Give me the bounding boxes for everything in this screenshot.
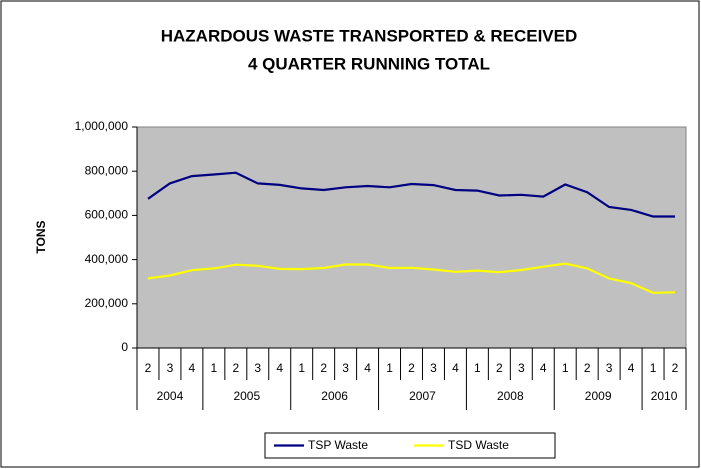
- x-group-label: 2007: [409, 389, 436, 403]
- x-tick-label: 3: [518, 361, 525, 375]
- x-tick-label: 2: [232, 361, 239, 375]
- x-tick-label: 1: [474, 361, 481, 375]
- y-tick-label: 200,000: [85, 296, 129, 310]
- chart-title: HAZARDOUS WASTE TRANSPORTED & RECEIVED: [161, 26, 578, 45]
- x-tick-label: 2: [672, 361, 679, 375]
- y-tick-label: 0: [121, 340, 128, 354]
- x-tick-label: 3: [254, 361, 261, 375]
- y-axis-label: TONS: [34, 220, 48, 253]
- x-group-label: 2008: [497, 389, 524, 403]
- x-tick-label: 2: [496, 361, 503, 375]
- x-group-label: 2010: [651, 389, 678, 403]
- y-tick-label: 800,000: [85, 163, 129, 177]
- x-tick-label: 4: [628, 361, 635, 375]
- x-tick-label: 4: [364, 361, 371, 375]
- y-tick-label: 400,000: [85, 252, 129, 266]
- x-tick-label: 1: [650, 361, 657, 375]
- legend-label: TSD Waste: [448, 438, 509, 452]
- y-tick-label: 1,000,000: [75, 119, 129, 133]
- plot-area: [136, 126, 687, 349]
- x-tick-label: 3: [167, 361, 174, 375]
- x-tick-label: 4: [189, 361, 196, 375]
- x-tick-label: 2: [584, 361, 591, 375]
- x-tick-label: 2: [145, 361, 152, 375]
- x-tick-label: 2: [320, 361, 327, 375]
- x-tick-label: 1: [386, 361, 393, 375]
- x-group-label: 2004: [157, 389, 184, 403]
- x-tick-label: 3: [342, 361, 349, 375]
- legend-box: [264, 432, 556, 459]
- x-tick-label: 3: [430, 361, 437, 375]
- x-tick-label: 1: [298, 361, 305, 375]
- series-line: [147, 262, 676, 294]
- x-tick-label: 4: [540, 361, 547, 375]
- legend-label: TSP Waste: [308, 438, 368, 452]
- y-tick-label: 600,000: [85, 208, 129, 222]
- x-tick-label: 2: [408, 361, 415, 375]
- series-line: [147, 171, 675, 218]
- x-tick-label: 1: [211, 361, 218, 375]
- x-tick-label: 1: [562, 361, 569, 375]
- x-group-label: 2006: [321, 389, 348, 403]
- x-group-label: 2005: [233, 389, 260, 403]
- chart-subtitle: 4 QUARTER RUNNING TOTAL: [248, 54, 490, 73]
- x-tick-label: 4: [276, 361, 283, 375]
- x-tick-label: 4: [452, 361, 459, 375]
- x-tick-label: 3: [606, 361, 613, 375]
- x-group-label: 2009: [585, 389, 612, 403]
